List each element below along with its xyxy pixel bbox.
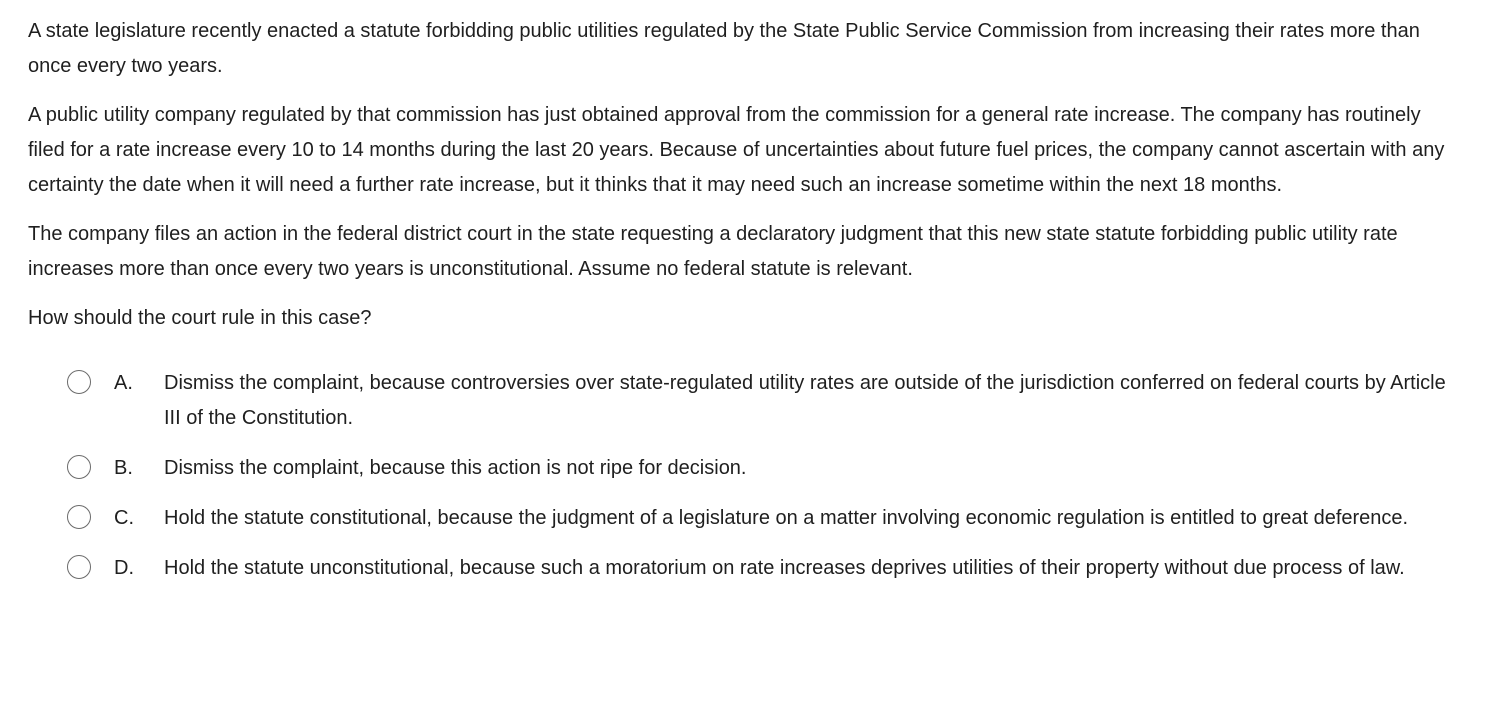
stem-paragraph: The company files an action in the feder… — [28, 223, 1398, 280]
option-letter: A. — [114, 372, 133, 394]
radio-button-d[interactable] — [67, 555, 91, 579]
radio-button-c[interactable] — [67, 505, 91, 529]
option-text: Hold the statute constitutional, because… — [164, 507, 1409, 529]
option-b[interactable]: B. Dismiss the complaint, because this a… — [28, 451, 1457, 486]
question-stem: A state legislature recently enacted a s… — [28, 14, 1457, 287]
radio-button-a[interactable] — [67, 370, 91, 394]
option-text: Dismiss the complaint, because controver… — [164, 372, 1446, 429]
question-container: A state legislature recently enacted a s… — [28, 14, 1457, 586]
option-letter: D. — [114, 557, 134, 579]
answer-options: A. Dismiss the complaint, because contro… — [28, 366, 1457, 586]
option-text: Hold the statute unconstitutional, becau… — [164, 557, 1405, 579]
option-letter: C. — [114, 507, 134, 529]
option-c[interactable]: C. Hold the statute constitutional, beca… — [28, 501, 1457, 536]
stem-paragraph: A state legislature recently enacted a s… — [28, 20, 1420, 77]
option-letter: B. — [114, 457, 133, 479]
option-d[interactable]: D. Hold the statute unconstitutional, be… — [28, 551, 1457, 586]
option-text: Dismiss the complaint, because this acti… — [164, 457, 747, 479]
question-prompt: How should the court rule in this case? — [28, 307, 372, 329]
radio-button-b[interactable] — [67, 455, 91, 479]
stem-paragraph: A public utility company regulated by th… — [28, 104, 1445, 196]
option-a[interactable]: A. Dismiss the complaint, because contro… — [28, 366, 1457, 436]
